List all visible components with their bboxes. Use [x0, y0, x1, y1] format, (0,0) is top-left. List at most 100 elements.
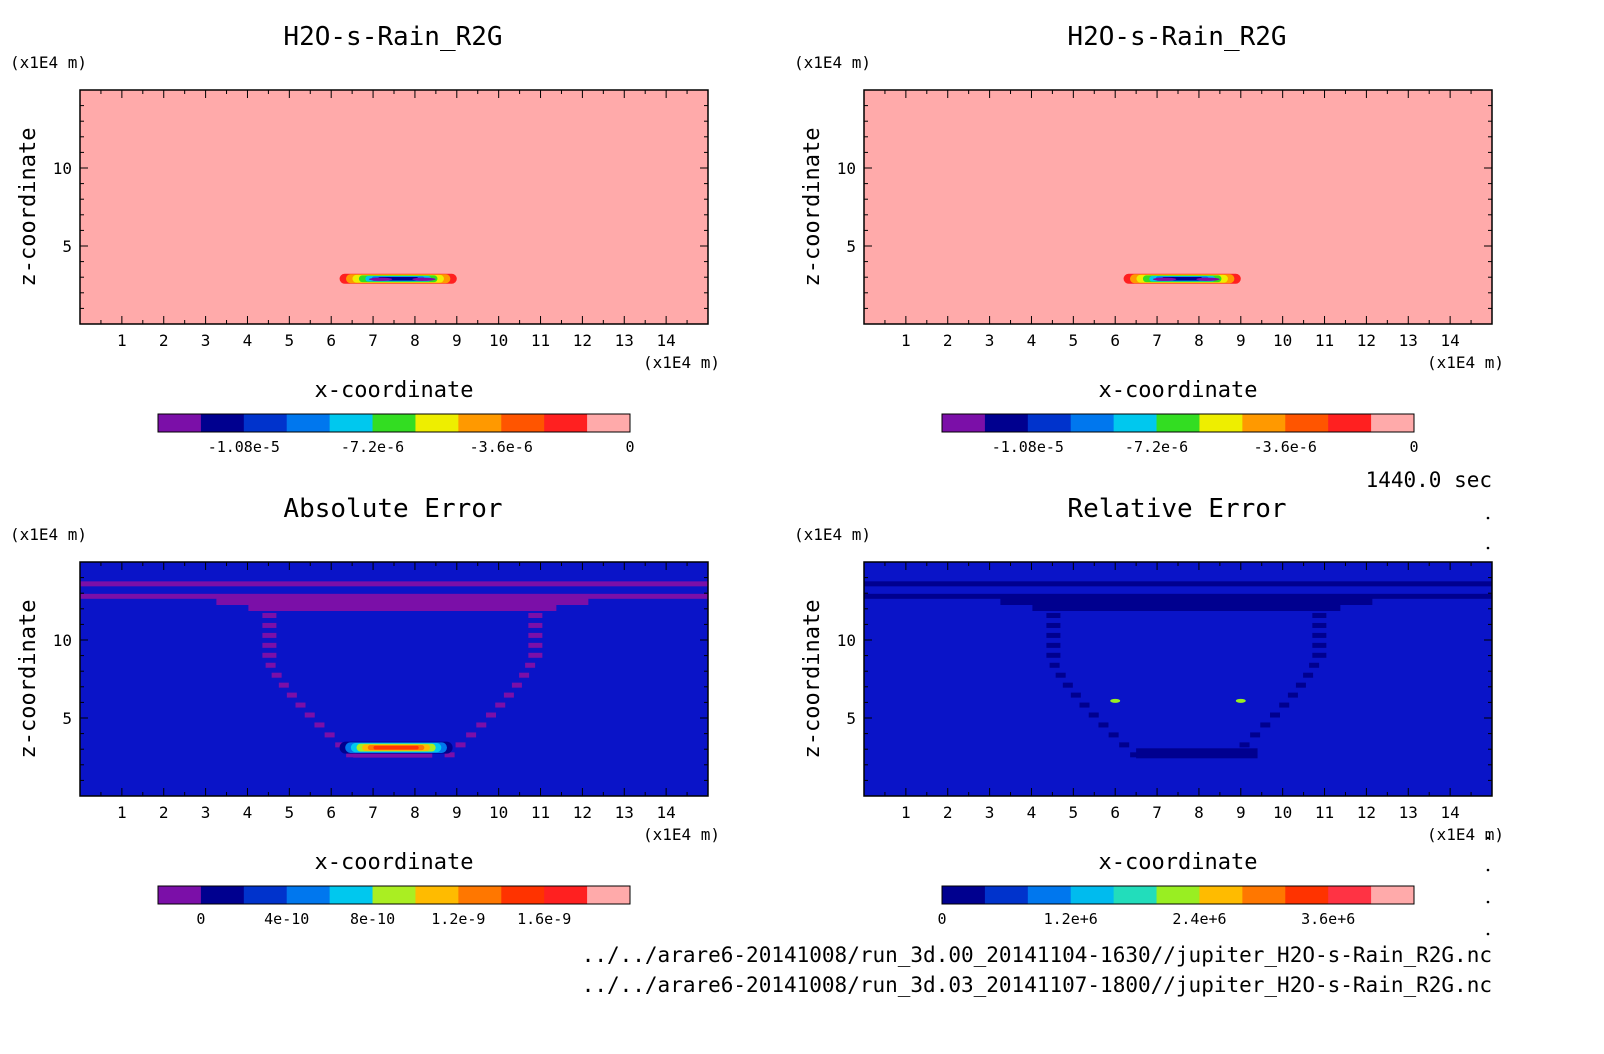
x-tick-label: 13 [1399, 331, 1418, 350]
heatmap-cell [528, 632, 543, 638]
x-tick-label: 14 [657, 803, 676, 822]
y-tick-label: 5 [846, 237, 856, 256]
heatmap-band [864, 581, 1492, 587]
heatmap-cell [335, 742, 346, 748]
colorbar-swatch [1285, 886, 1329, 904]
heatmap-features [339, 273, 457, 284]
heatmap-cell [1049, 662, 1060, 668]
colorbar-swatch [1156, 886, 1200, 904]
y-axis-label: z-coordinate [16, 128, 41, 287]
x-tick-label: 14 [657, 331, 676, 350]
chart-panel-2: H2O-s-Rain_R2G(x1E4 m)1 2 3 4 5 6 7 8 9 10 11 12 13 1… [794, 22, 1504, 456]
x-tick-label: 7 [1152, 803, 1162, 822]
x-tick-label: 4 [243, 803, 253, 822]
colorbar-swatch [415, 886, 459, 904]
colorbar-swatch [1070, 886, 1115, 904]
heatmap-cell [346, 752, 357, 758]
heatmap-band [80, 593, 708, 599]
x-tick-label: 4 [1027, 803, 1037, 822]
heatmap-cell [1055, 672, 1066, 678]
colorbar: 0 1.2e+6 2.4e+6 3.6e+6 [937, 885, 1415, 928]
heatmap-cell [262, 632, 277, 638]
y-tick-label: 10 [837, 159, 856, 178]
colorbar-label: 0 [1409, 438, 1418, 456]
colorbar-swatch [1242, 414, 1286, 432]
y-tick-label: 10 [53, 631, 72, 650]
colorbar-label: 4e-10 [264, 910, 309, 928]
x-tick-label: 3 [201, 803, 211, 822]
x-tick-label: 5 [285, 331, 295, 350]
x-tick-label: 9 [452, 331, 462, 350]
heatmap-cell [1250, 732, 1261, 738]
colorbar-swatch [984, 414, 1029, 432]
colorbar-label: 0 [625, 438, 634, 456]
heatmap-cell [1070, 692, 1081, 698]
x-tick-label: 5 [1069, 331, 1079, 350]
colorbar-label: -7.2e-6 [341, 438, 404, 456]
x-tick-label: 6 [326, 331, 336, 350]
heatmap-cell [314, 722, 325, 728]
heatmap-cell [1130, 752, 1141, 758]
y-axis-label: z-coordinate [800, 600, 825, 759]
x-axis-label: x-coordinate [1099, 378, 1258, 403]
heatmap-cell [304, 712, 315, 718]
heatmap-cell [262, 613, 277, 618]
heatmap-cell [1196, 277, 1220, 281]
heatmap-features [1123, 273, 1241, 284]
x-tick-label: 2 [943, 803, 953, 822]
colorbar-swatch [200, 886, 245, 904]
y-axis-unit: (x1E4 m) [10, 525, 87, 544]
colorbar-label: 1.2e-9 [431, 910, 485, 928]
x-tick-label: 12 [1357, 331, 1376, 350]
heatmap-cell [1119, 742, 1130, 748]
x-tick-label: 5 [1069, 803, 1079, 822]
colorbar-swatch [286, 886, 331, 904]
chart-panel-1: H2O-s-Rain_R2G(x1E4 m)1 2 3 4 5 6 7 8 9 10 11 12 13 1… [10, 22, 720, 456]
x-tick-label: 8 [410, 331, 420, 350]
colorbar-frame [157, 413, 631, 433]
x-tick-label: 1 [901, 803, 911, 822]
x-tick-label: 6 [1110, 331, 1120, 350]
heatmap-background [864, 90, 1492, 324]
heatmap-cell [455, 742, 466, 748]
x-tick-label: 13 [1399, 803, 1418, 822]
heatmap-cell [373, 745, 419, 750]
colorbar-frame [941, 413, 1415, 433]
chart-title: H2O-s-Rain_R2G [1067, 22, 1286, 52]
colorbar-swatch [1371, 414, 1415, 432]
heatmap-cell [1287, 692, 1298, 698]
colorbar-swatch [1156, 414, 1200, 432]
y-axis-unit: (x1E4 m) [794, 525, 871, 544]
x-tick-label: 3 [985, 331, 995, 350]
colorbar-swatch [544, 886, 588, 904]
y-axis: 5 10 z-coordinate [16, 89, 708, 325]
x-tick-label: 10 [489, 331, 508, 350]
colorbar-frame [157, 885, 631, 905]
heatmap-cell [216, 597, 589, 605]
x-tick-label: 13 [615, 331, 634, 350]
heatmap-spot [1235, 698, 1246, 703]
colorbar-swatch [329, 886, 374, 904]
x-tick-label: 9 [1236, 331, 1246, 350]
x-axis-label: x-coordinate [315, 378, 474, 403]
heatmap-cell [286, 692, 297, 698]
x-tick-label: 6 [326, 803, 336, 822]
heatmap-cell [1279, 702, 1290, 708]
colorbar-swatch [1113, 886, 1158, 904]
colorbar-swatch [372, 886, 416, 904]
heatmap-cell [324, 732, 335, 738]
heatmap-cell [368, 277, 393, 281]
heatmap-cell [353, 753, 433, 758]
margin-dot [1486, 836, 1490, 840]
x-axis-label: x-coordinate [315, 850, 474, 875]
colorbar-label: -7.2e-6 [1125, 438, 1188, 456]
heatmap-cell [444, 752, 455, 758]
x-tick-label: 9 [1236, 803, 1246, 822]
colorbar-label: 0 [196, 910, 205, 928]
heatmap-cell [1062, 682, 1073, 688]
y-axis-label: z-coordinate [800, 128, 825, 287]
y-tick-label: 5 [846, 709, 856, 728]
chart-title: Relative Error [1067, 494, 1286, 524]
heatmap-cell [1239, 742, 1250, 748]
